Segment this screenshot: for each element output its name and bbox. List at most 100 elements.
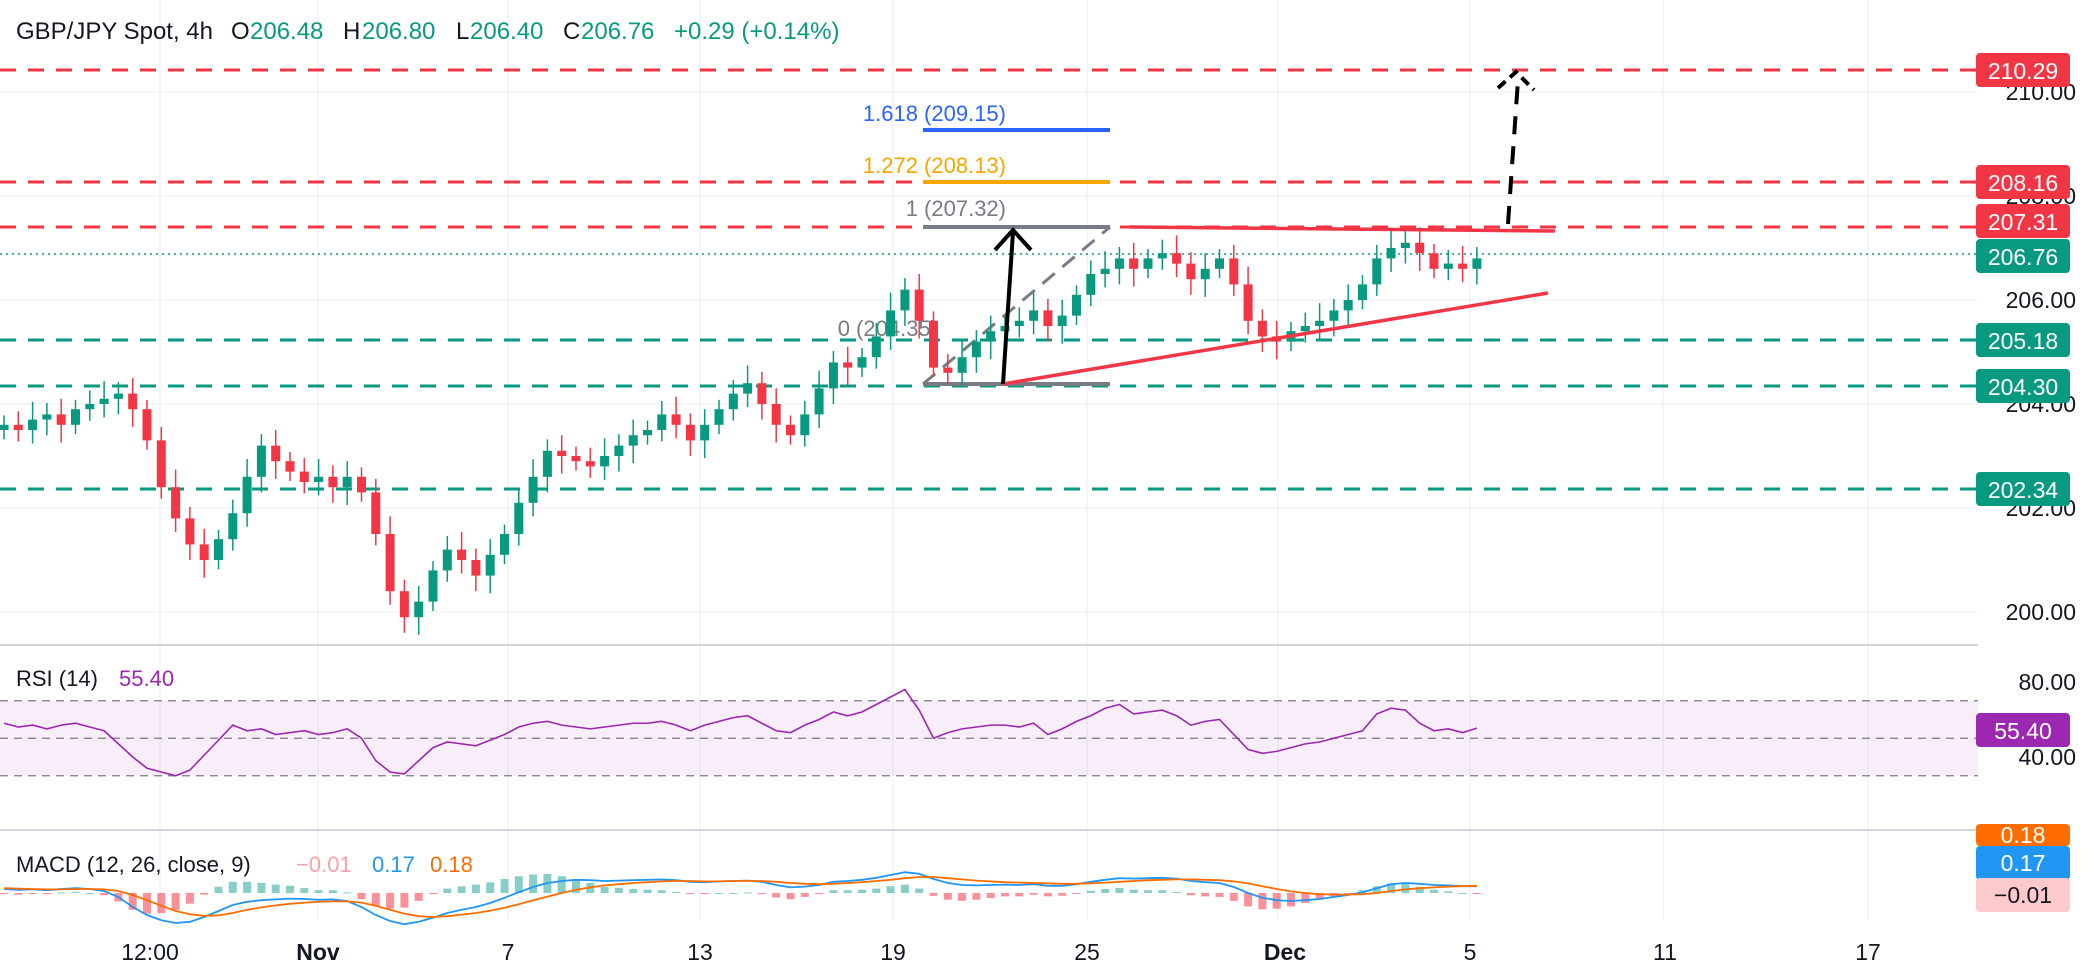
macd-histogram-bar (1058, 893, 1067, 896)
x-tick-label: 11 (1653, 939, 1677, 965)
price-scale[interactable]: 200.00202.00204.00206.00208.00210.0080.0… (1976, 53, 2076, 912)
candle-body (514, 502, 524, 534)
price-tag-r2[interactable] (1976, 165, 2070, 199)
price-tag-s1[interactable] (1976, 323, 2070, 357)
projection-arrow-head[interactable] (1496, 69, 1536, 92)
macd-histogram-bar (143, 893, 151, 914)
candle-body (628, 435, 638, 446)
candle-body (1186, 263, 1196, 280)
price-tag-text-r3: 207.31 (1988, 209, 2058, 235)
macd-histogram-bar (843, 890, 852, 893)
fib-diagonal[interactable] (922, 225, 1111, 386)
macd-histogram-bar (757, 893, 766, 895)
macd-histogram-bar (1472, 893, 1481, 894)
drawings[interactable] (993, 69, 1556, 386)
candle-body (1458, 263, 1468, 269)
candle-body (414, 601, 424, 618)
macd-histogram-bar (1029, 893, 1038, 895)
price-tag-r3[interactable] (1976, 204, 2070, 238)
candle-body (99, 398, 109, 404)
macd-histogram-bar (815, 893, 824, 895)
macd-histogram-bar (1315, 893, 1324, 900)
price-tag-s3[interactable] (1976, 472, 2070, 506)
price-tag-text-r2: 208.16 (1988, 170, 2058, 196)
macd-line-value: 0.17 (372, 852, 415, 877)
macd-signal-value: 0.18 (430, 852, 473, 877)
macd-histogram-bar (958, 893, 967, 901)
candle-body (485, 554, 495, 576)
x-tick-label: Dec (1264, 939, 1306, 965)
candle-body (1429, 253, 1439, 269)
macd-tag-signal_axis[interactable] (1976, 824, 2070, 846)
macd-histogram-bar (629, 889, 638, 893)
x-tick-label: 19 (880, 939, 906, 965)
x-axis: 12:00 Nov 7 13 19 25 Dec 5 11 17 (121, 939, 1881, 965)
price-levels (0, 68, 1978, 491)
macd-histogram-bar (1415, 886, 1424, 893)
candle-body (614, 445, 624, 456)
candle-body (1157, 253, 1167, 259)
impulse-arrow-shaft[interactable] (1001, 231, 1015, 385)
price-tag-text-s2: 204.30 (1988, 374, 2058, 400)
flat-resistance-trendline[interactable] (1129, 225, 1556, 233)
price-tag-s2[interactable] (1976, 369, 2070, 403)
macd-histogram-bar (786, 893, 795, 900)
candle-body (500, 534, 509, 555)
candle-body (314, 476, 324, 482)
candle-body (857, 357, 867, 368)
rsi-pane (0, 688, 1978, 777)
low-label: L (456, 18, 469, 45)
candle-body (743, 383, 753, 394)
macd-legend: MACD (12, 26, close, 9) −0.01 0.17 0.18 (16, 852, 473, 877)
impulse-arrow-head[interactable] (993, 227, 1033, 252)
macd-histogram-bar (314, 890, 323, 893)
macd-histogram-bar (300, 887, 309, 893)
macd-tag-hist_axis[interactable] (1976, 878, 2070, 912)
macd-histogram-bar (972, 893, 981, 900)
chart-legend[interactable]: GBP/JPY Spot, 4h O 206.48 H 206.80 L 206… (16, 18, 839, 877)
macd-histogram-bar (243, 881, 252, 893)
macd-histogram-bar (715, 893, 723, 894)
candle-body (457, 549, 467, 560)
macd-histogram-bar (643, 889, 652, 893)
price-tag-text-s1: 205.18 (1988, 328, 2058, 354)
macd-histogram-bar (371, 893, 380, 906)
macd-histogram-bar (800, 893, 809, 897)
macd-histogram-bar (486, 882, 495, 893)
macd-histogram-bar (1301, 893, 1310, 904)
candle-body (657, 414, 667, 430)
candle-body (957, 357, 967, 373)
candle-body (357, 476, 366, 493)
macd-histogram-bar (1201, 893, 1210, 897)
macd-histogram-bar (257, 882, 266, 893)
candle-body (986, 331, 996, 342)
rsi-value-tag-text: 55.40 (1994, 718, 2052, 744)
macd-histogram-bar (729, 893, 738, 894)
candle-body (1472, 258, 1482, 269)
candle-body (542, 450, 552, 477)
rising-trendline[interactable] (1002, 291, 1549, 386)
macd-histogram-bar (1387, 883, 1396, 893)
rsi-value-tag[interactable] (1976, 713, 2070, 747)
candle-body (1072, 294, 1081, 316)
macd-histogram-bar (157, 893, 166, 914)
macd-tag-text-signal_axis: 0.18 (2001, 822, 2046, 848)
candle-body (328, 476, 338, 488)
projection-arrow-shaft[interactable] (1506, 79, 1520, 225)
candle-body (1400, 242, 1410, 248)
macd-tag-text-macd_axis: 0.17 (2001, 850, 2046, 876)
macd-histogram-bar (614, 887, 623, 893)
candle-body (800, 414, 810, 436)
candle-body (113, 393, 123, 399)
macd-histogram-bar (1229, 893, 1238, 901)
price-tag-r1[interactable] (1976, 53, 2070, 87)
price-tag-current[interactable] (1976, 239, 2070, 273)
macd-tag-macd_axis[interactable] (1976, 846, 2070, 880)
macd-histogram-bar (200, 893, 209, 895)
macd-pane (0, 871, 1481, 926)
candle-body (929, 320, 938, 368)
macd-histogram-bar (600, 886, 609, 893)
macd-histogram-bar (829, 890, 838, 893)
